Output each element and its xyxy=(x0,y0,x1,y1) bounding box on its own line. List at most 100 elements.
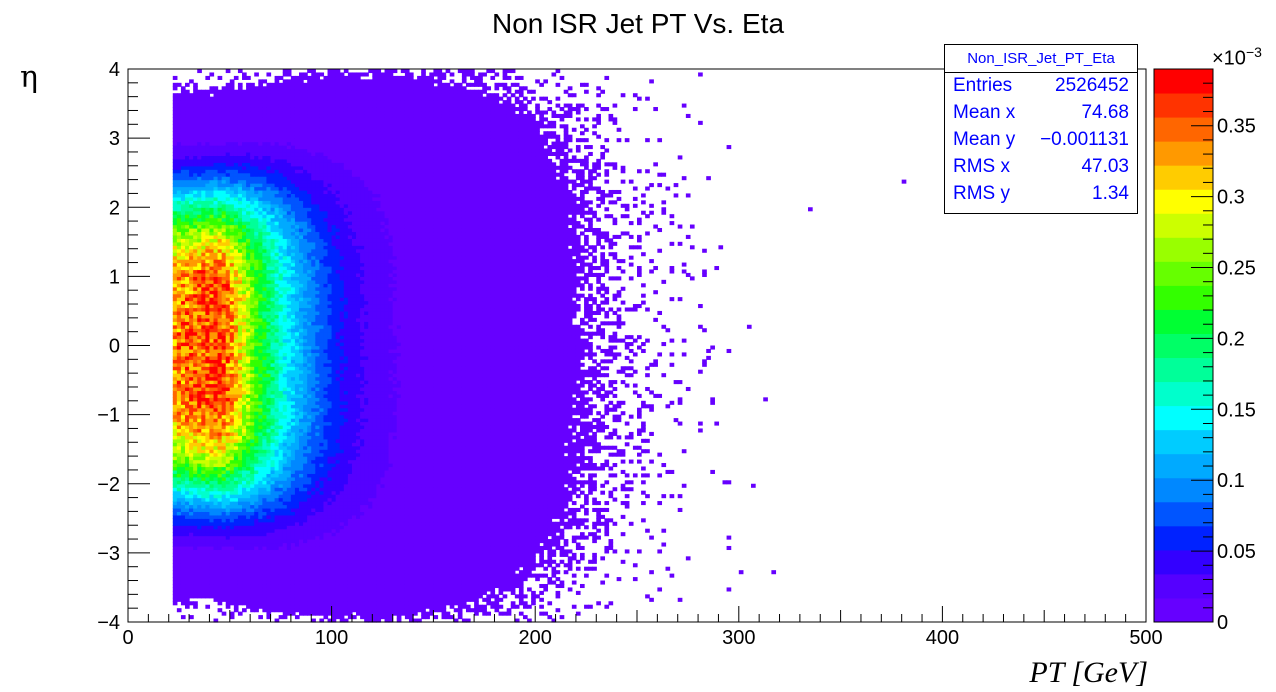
heatmap-cell xyxy=(283,366,288,370)
heatmap-cell xyxy=(283,86,288,90)
heatmap-cell xyxy=(234,439,239,443)
heatmap-cell xyxy=(291,532,296,536)
heatmap-cell xyxy=(214,560,219,564)
heatmap-cell xyxy=(218,318,223,322)
heatmap-cell xyxy=(189,532,194,536)
heatmap-cell xyxy=(258,211,263,215)
heatmap-cell xyxy=(250,235,255,239)
heatmap-cell xyxy=(275,318,280,322)
heatmap-cell xyxy=(201,252,206,256)
heatmap-cell xyxy=(299,477,304,481)
heatmap-cell xyxy=(189,263,194,267)
heatmap-cell xyxy=(218,190,223,194)
heatmap-cell xyxy=(173,525,178,529)
heatmap-cell xyxy=(287,349,292,353)
heatmap-cell xyxy=(177,477,182,481)
heatmap-cell xyxy=(299,549,304,553)
heatmap-cell xyxy=(254,256,259,260)
heatmap-cell xyxy=(266,387,271,391)
heatmap-cell xyxy=(222,117,227,121)
heatmap-cell xyxy=(214,522,219,526)
heatmap-cell xyxy=(234,207,239,211)
heatmap-cell xyxy=(218,363,223,367)
heatmap-cell xyxy=(275,76,280,80)
heatmap-cell xyxy=(250,290,255,294)
heatmap-cell xyxy=(279,587,284,591)
heatmap-cell xyxy=(181,456,186,460)
heatmap-cell xyxy=(218,560,223,564)
heatmap-cell xyxy=(291,117,296,121)
heatmap-cell xyxy=(222,311,227,315)
heatmap-cell xyxy=(201,428,206,432)
heatmap-cell xyxy=(291,155,296,159)
heatmap-cell xyxy=(283,449,288,453)
heatmap-cell xyxy=(303,494,308,498)
heatmap-cell xyxy=(266,173,271,177)
heatmap-cell xyxy=(218,387,223,391)
heatmap-cell xyxy=(266,587,271,591)
heatmap-cell xyxy=(197,332,202,336)
heatmap-cell xyxy=(185,456,190,460)
heatmap-cell xyxy=(246,494,251,498)
heatmap-cell xyxy=(295,446,300,450)
heatmap-cell xyxy=(218,532,223,536)
heatmap-cell xyxy=(295,100,300,104)
heatmap-cell xyxy=(266,266,271,270)
heatmap-cell xyxy=(177,446,182,450)
heatmap-cell xyxy=(214,200,219,204)
heatmap-cell xyxy=(279,228,284,232)
heatmap-cell xyxy=(246,294,251,298)
heatmap-cell xyxy=(185,197,190,201)
heatmap-cell xyxy=(218,238,223,242)
heatmap-cell xyxy=(279,311,284,315)
heatmap-cell xyxy=(226,135,231,139)
heatmap-cell xyxy=(283,162,288,166)
heatmap-cell xyxy=(266,238,271,242)
heatmap-cell xyxy=(266,487,271,491)
heatmap-cell xyxy=(266,539,271,543)
heatmap-cell xyxy=(222,346,227,350)
heatmap-cell xyxy=(177,504,182,508)
heatmap-cell xyxy=(189,460,194,464)
heatmap-cell xyxy=(218,366,223,370)
heatmap-cell xyxy=(218,307,223,311)
heatmap-cell xyxy=(185,432,190,436)
heatmap-cell xyxy=(197,404,202,408)
heatmap-cell xyxy=(205,473,210,477)
heatmap-cell xyxy=(295,422,300,426)
heatmap-cell xyxy=(209,225,214,229)
heatmap-cell xyxy=(209,238,214,242)
heatmap-cell xyxy=(238,456,243,460)
heatmap-cell xyxy=(222,294,227,298)
heatmap-cell xyxy=(218,256,223,260)
heatmap-cell xyxy=(242,197,247,201)
heatmap-cell xyxy=(181,273,186,277)
heatmap-cell xyxy=(222,456,227,460)
heatmap-cell xyxy=(214,290,219,294)
heatmap-cell xyxy=(201,346,206,350)
heatmap-cell xyxy=(177,366,182,370)
heatmap-cell xyxy=(271,346,276,350)
heatmap-cell xyxy=(226,349,231,353)
heatmap-cell xyxy=(201,549,206,553)
heatmap-cell xyxy=(279,266,284,270)
heatmap-cell xyxy=(173,522,178,526)
heatmap-cell xyxy=(197,570,202,574)
heatmap-cell xyxy=(250,283,255,287)
heatmap-cell xyxy=(230,263,235,267)
heatmap-cell xyxy=(295,515,300,519)
heatmap-cell xyxy=(295,245,300,249)
heatmap-cell xyxy=(250,238,255,242)
heatmap-cell xyxy=(185,525,190,529)
heatmap-cell xyxy=(283,311,288,315)
heatmap-layer xyxy=(173,69,907,623)
heatmap-cell xyxy=(279,411,284,415)
heatmap-cell xyxy=(250,384,255,388)
heatmap-cell xyxy=(266,404,271,408)
heatmap-cell xyxy=(226,263,231,267)
heatmap-cell xyxy=(185,401,190,405)
heatmap-cell xyxy=(197,100,202,104)
heatmap-cell xyxy=(214,263,219,267)
heatmap-cell xyxy=(173,594,178,598)
heatmap-cell xyxy=(193,197,198,201)
